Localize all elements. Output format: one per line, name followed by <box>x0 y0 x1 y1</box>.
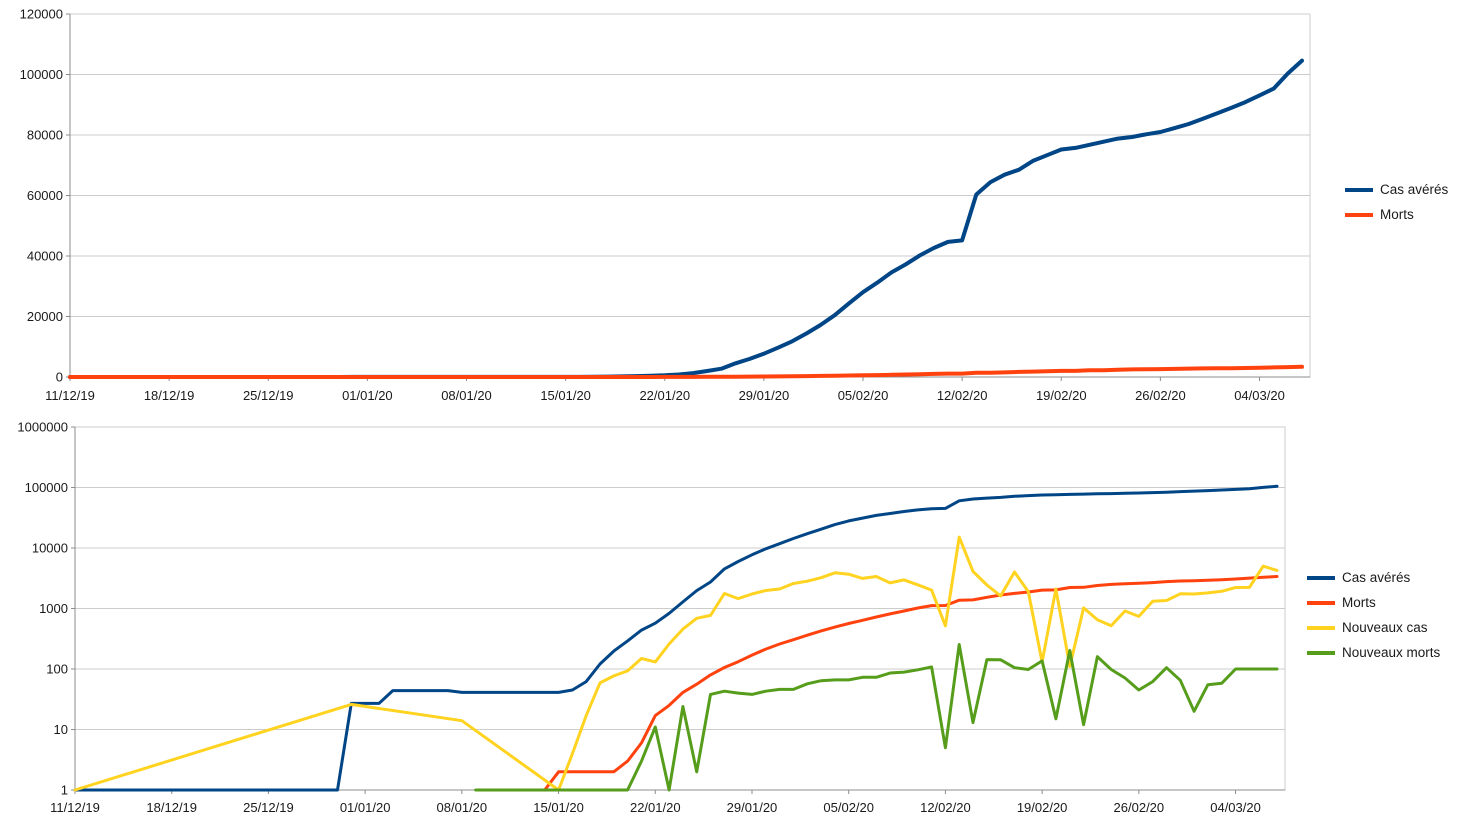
y-axis-label: 100000 <box>20 67 63 82</box>
series-line-nouveaux-morts <box>474 643 1279 792</box>
x-axis-label: 08/01/20 <box>441 388 492 403</box>
legend-line-swatch-cas-averes <box>1307 575 1335 580</box>
y-axis-label: 10000 <box>32 541 68 556</box>
legend-item-cas-averes: Cas avérés <box>1345 182 1448 197</box>
y-axis-label: 1000000 <box>17 420 68 435</box>
chart-cumulative-linear-plot: 0 20000 40000 60000 80000 100000 120000 11/12/1… <box>20 7 1311 403</box>
x-axis-label: 01/01/20 <box>342 388 393 403</box>
legend-line-swatch-cas-averes <box>1345 187 1373 192</box>
y-axis-label: 1 <box>61 783 68 798</box>
x-axis-label: 19/02/20 <box>1036 388 1087 403</box>
x-axis-label: 18/12/19 <box>144 388 195 403</box>
x-axis-label: 04/03/20 <box>1210 800 1261 815</box>
legend-label-morts: Morts <box>1342 595 1376 610</box>
y-axis-label: 1000 <box>39 601 68 616</box>
y-axis-label: 10 <box>54 722 68 737</box>
series-line-cas-averes <box>68 58 1304 379</box>
x-axis-label: 15/01/20 <box>540 388 591 403</box>
x-axis-label: 26/02/20 <box>1114 800 1165 815</box>
legend-line-swatch-nouveaux-cas <box>1307 625 1335 630</box>
x-axis-label: 12/02/20 <box>920 800 971 815</box>
x-axis-label: 12/02/20 <box>937 388 988 403</box>
series-line-morts <box>68 364 1304 379</box>
y-axis-label: 100000 <box>25 480 68 495</box>
legend-label-cas-averes: Cas avérés <box>1380 182 1449 197</box>
x-axis-label: 04/03/20 <box>1234 388 1285 403</box>
legend-line-swatch-morts <box>1307 600 1335 605</box>
y-axis-label: 60000 <box>27 188 63 203</box>
legend-item-cas-averes: Cas avérés <box>1307 570 1440 585</box>
x-axis-label: 01/01/20 <box>340 800 391 815</box>
legend-label-nouveaux-morts: Nouveaux morts <box>1342 645 1441 660</box>
series-line-nouveaux-cas <box>73 535 1279 792</box>
x-axis-label: 25/12/19 <box>243 388 294 403</box>
chart-log-scale: 1 10 100 1000 10000 100000 1000000 11/12/19 18/1… <box>0 418 1477 819</box>
x-axis-label: 25/12/19 <box>243 800 294 815</box>
series-line-morts <box>543 575 1279 792</box>
x-axis-label: 26/02/20 <box>1135 388 1186 403</box>
y-axis-label: 40000 <box>27 249 63 264</box>
chart-log-scale-legend: Cas avérés Morts Nouveaux cas Nouveaux mort… <box>1307 570 1440 660</box>
chart-cumulative-linear: 0 20000 40000 60000 80000 100000 120000 11/12/1… <box>20 7 1449 404</box>
y-axis-label: 20000 <box>27 309 63 324</box>
chart-cumulative-linear-legend: Cas avérés Morts <box>1345 182 1448 222</box>
legend-line-swatch-morts <box>1345 212 1373 217</box>
y-axis-label: 80000 <box>27 128 63 143</box>
y-axis-label: 0 <box>56 370 63 385</box>
legend-line-swatch-nouveaux-morts <box>1307 650 1335 655</box>
legend-item-nouveaux-morts: Nouveaux morts <box>1307 645 1440 660</box>
x-axis-label: 11/12/19 <box>45 388 95 403</box>
legend-item-morts: Morts <box>1307 595 1440 610</box>
legend-label-cas-averes: Cas avérés <box>1342 570 1411 585</box>
x-axis-label: 05/02/20 <box>838 388 889 403</box>
y-axis-label: 120000 <box>20 7 63 22</box>
legend-item-nouveaux-cas: Nouveaux cas <box>1307 620 1440 635</box>
series-line-cas-averes <box>73 484 1279 792</box>
x-axis-label: 18/12/19 <box>146 800 197 815</box>
legend-label-nouveaux-cas: Nouveaux cas <box>1342 620 1428 635</box>
x-axis-label: 29/01/20 <box>739 388 790 403</box>
legend-item-morts: Morts <box>1345 207 1448 222</box>
x-axis-label: 29/01/20 <box>727 800 778 815</box>
x-axis-label: 22/01/20 <box>639 388 690 403</box>
x-axis-label: 05/02/20 <box>823 800 874 815</box>
x-axis-label: 19/02/20 <box>1017 800 1068 815</box>
legend-label-morts: Morts <box>1380 207 1414 222</box>
chart-log-scale-plot: 1 10 100 1000 10000 100000 1000000 11/12/19 18/1… <box>17 420 1286 815</box>
x-axis-label: 22/01/20 <box>630 800 681 815</box>
y-axis-label: 100 <box>46 662 68 677</box>
x-axis-label: 08/01/20 <box>437 800 488 815</box>
x-axis-label: 11/12/19 <box>50 800 100 815</box>
x-axis-label: 15/01/20 <box>533 800 584 815</box>
